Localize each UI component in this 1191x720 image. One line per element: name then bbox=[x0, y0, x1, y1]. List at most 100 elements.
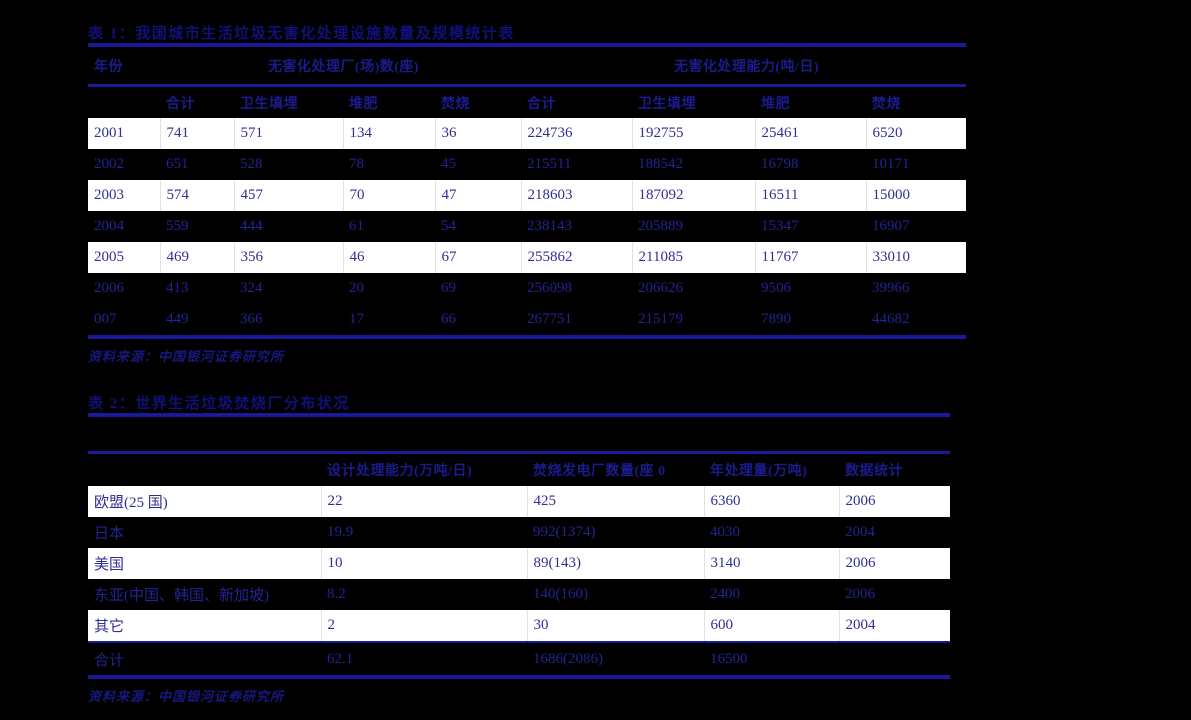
table2-row: 欧盟(25 国) 22 425 6360 2006 bbox=[88, 486, 950, 517]
value-cell: 324 bbox=[240, 280, 263, 296]
value-cell: 6360 bbox=[703, 486, 839, 517]
value-cell: 62.1 bbox=[327, 650, 354, 667]
value-cell: 2400 bbox=[710, 586, 740, 602]
value-cell: 256098 bbox=[527, 280, 573, 296]
value-cell: 15000 bbox=[865, 180, 967, 211]
sub-header: 焚烧 bbox=[872, 96, 902, 112]
value-cell: 267751 bbox=[527, 311, 573, 327]
table1-source: 资料来源：中国银河证券研究所 bbox=[88, 349, 285, 364]
value-cell: 3140 bbox=[703, 548, 839, 579]
row-label-cell: 2006 bbox=[94, 280, 124, 296]
value-cell: 559 bbox=[166, 218, 189, 234]
value-cell: 528 bbox=[240, 156, 263, 172]
value-cell: 61 bbox=[349, 218, 364, 234]
value-cell: 9506 bbox=[761, 280, 792, 296]
row-label-cell: 东亚(中国、韩国、新加坡) bbox=[94, 588, 269, 604]
column-header: 设计处理能力(万吨/日) bbox=[327, 464, 473, 479]
value-cell: 69 bbox=[441, 280, 456, 296]
value-cell: 67 bbox=[434, 242, 522, 273]
table1-title: 表 1：我国城市生活垃圾无害化处理设施数量及规模统计表 bbox=[88, 26, 515, 42]
value-cell: 457 bbox=[233, 180, 343, 211]
value-cell: 10171 bbox=[872, 156, 910, 172]
value-cell: 20 bbox=[349, 280, 364, 296]
table1-row: 2005 469 356 46 67 255862 211085 11767 33010 bbox=[88, 242, 967, 273]
value-cell: 600 bbox=[703, 610, 839, 642]
value-cell: 22 bbox=[320, 486, 527, 517]
row-label-cell: 2002 bbox=[94, 156, 124, 172]
empty-cell bbox=[88, 86, 160, 119]
row-label-cell: 2003 bbox=[94, 187, 124, 203]
value-cell: 4030 bbox=[710, 524, 740, 540]
sub-header: 合计 bbox=[166, 96, 195, 112]
empty-cell bbox=[88, 453, 321, 487]
value-cell: 47 bbox=[434, 180, 522, 211]
table1-row: 2004 559 444 61 54 238143 205889 15347 16907 bbox=[88, 211, 966, 242]
table2-title: 表 2：世界生活垃圾焚烧厂分布状况 bbox=[88, 396, 350, 412]
column-header: 年处理量(万吨) bbox=[710, 464, 808, 479]
table2: 设计处理能力(万吨/日) 焚烧发电厂数量(座 0 年处理量(万吨) 数据统计 欧… bbox=[88, 413, 950, 679]
value-cell: 205889 bbox=[638, 218, 684, 234]
value-cell: 54 bbox=[441, 218, 456, 234]
table1-row: 2002 651 528 78 45 215511 188542 16798 10171 bbox=[88, 149, 966, 180]
sub-header: 卫生填埋 bbox=[240, 96, 298, 112]
value-cell: 16500 bbox=[710, 650, 748, 667]
row-label-cell: 其它 bbox=[94, 619, 125, 635]
value-cell: 89(143) bbox=[526, 548, 704, 579]
value-cell: 1686(2086) bbox=[533, 650, 603, 667]
value-cell: 19.9 bbox=[327, 524, 354, 540]
table1-row: 007 449 366 17 66 267751 215179 7890 44682 bbox=[88, 304, 966, 337]
value-cell: 36 bbox=[434, 118, 522, 149]
value-cell: 741 bbox=[159, 118, 234, 149]
sub-header: 堆肥 bbox=[761, 96, 791, 112]
row-label-cell: 日本 bbox=[94, 526, 125, 542]
value-cell: 651 bbox=[166, 156, 189, 172]
empty-cell bbox=[88, 415, 950, 454]
value-cell: 449 bbox=[166, 311, 189, 327]
value-cell: 16798 bbox=[761, 156, 799, 172]
value-cell: 238143 bbox=[527, 218, 573, 234]
row-label-cell: 2005 bbox=[94, 249, 124, 265]
table1-row: 2006 413 324 20 69 256098 206626 9506 39966 bbox=[88, 273, 966, 304]
row-label-cell: 合计 bbox=[94, 652, 125, 669]
table2-row: 美国 10 89(143) 3140 2006 bbox=[88, 548, 950, 579]
table1-group-header-row: 年份 无害化处理厂(场)数(座) 无害化处理能力(吨/日) bbox=[88, 45, 967, 87]
table2-row: 日本 19.9 992(1374) 4030 2004 bbox=[88, 517, 950, 548]
sub-header: 堆肥 bbox=[349, 96, 378, 112]
value-cell: 2006 bbox=[838, 548, 950, 579]
table2-header-row: 设计处理能力(万吨/日) 焚烧发电厂数量(座 0 年处理量(万吨) 数据统计 bbox=[88, 453, 950, 487]
column-header: 数据统计 bbox=[845, 464, 903, 479]
table2-row: 东亚(中国、韩国、新加坡) 8.2 140(160) 2400 2006 bbox=[88, 579, 950, 610]
value-cell: 211085 bbox=[631, 242, 756, 273]
table2-total-row: 合计 62.1 1686(2086) 16500 bbox=[88, 642, 950, 677]
column-header: 焚烧发电厂数量(座 0 bbox=[533, 464, 666, 479]
value-cell: 206626 bbox=[638, 280, 684, 296]
value-cell: 78 bbox=[349, 156, 364, 172]
sub-header: 合计 bbox=[527, 96, 557, 112]
value-cell: 30 bbox=[526, 610, 704, 642]
table2-source: 资料来源：中国银河证券研究所 bbox=[88, 689, 285, 704]
value-cell: 187092 bbox=[631, 180, 756, 211]
value-cell: 25461 bbox=[754, 118, 867, 149]
value-cell: 2004 bbox=[838, 610, 950, 642]
value-cell: 6520 bbox=[865, 118, 967, 149]
value-cell: 218603 bbox=[520, 180, 633, 211]
value-cell: 2006 bbox=[845, 586, 875, 602]
value-cell: 215179 bbox=[638, 311, 684, 327]
value-cell: 15347 bbox=[761, 218, 799, 234]
row-label-cell: 欧盟(25 国) bbox=[94, 495, 168, 511]
value-cell: 2004 bbox=[845, 524, 875, 540]
value-cell: 8.2 bbox=[327, 586, 346, 602]
row-label-cell: 2004 bbox=[94, 218, 124, 234]
table2-spacer-row bbox=[88, 415, 950, 454]
value-cell: 134 bbox=[342, 118, 435, 149]
value-cell: 17 bbox=[349, 311, 364, 327]
value-cell: 366 bbox=[240, 311, 263, 327]
value-cell bbox=[839, 642, 950, 677]
value-cell: 66 bbox=[441, 311, 456, 327]
value-cell: 16511 bbox=[754, 180, 867, 211]
value-cell: 10 bbox=[320, 548, 527, 579]
row-label-cell: 美国 bbox=[94, 557, 125, 573]
value-cell: 992(1374) bbox=[533, 524, 596, 540]
value-cell: 16907 bbox=[872, 218, 910, 234]
